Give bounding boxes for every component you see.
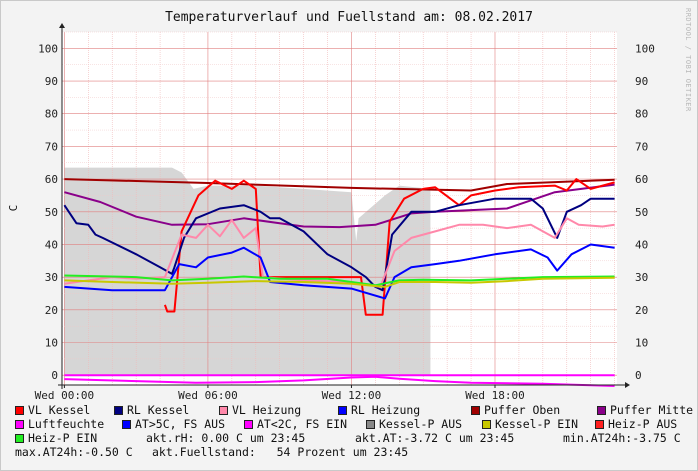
series-line: [63, 197, 615, 292]
swatch: [366, 419, 375, 429]
series-line: [64, 243, 615, 300]
series-line: [64, 178, 615, 192]
legend-item: AT<2C, FS EIN: [244, 417, 366, 431]
legend-label: AT>5C, FS AUS: [135, 417, 226, 431]
legend-item: Kessel-P AUS: [366, 417, 482, 431]
x-tick-label: Wed 00:00: [35, 389, 95, 400]
x-tick-label: Wed 12:00: [322, 389, 382, 400]
legend-item: Heiz-P EIN: [15, 431, 146, 445]
legend-label: RL Heizung: [351, 403, 421, 417]
max-at-text: max.AT24h:-0.50 C: [15, 445, 133, 459]
swatch: [15, 433, 24, 443]
y-tick-label: 100: [38, 42, 58, 55]
legend-label: VL Heizung: [232, 403, 302, 417]
y-tick-label: 90: [45, 75, 58, 88]
legend-row-3: Heiz-P EIN akt.rH: 0.00 C um 23:45 akt.A…: [15, 431, 695, 445]
swatch: [114, 405, 123, 415]
y-tick-label-right: 70: [635, 140, 648, 153]
y-tick-label-right: 60: [635, 173, 648, 186]
swatch: [122, 419, 131, 429]
y-tick-label: 60: [45, 173, 58, 186]
series-line: [64, 276, 615, 288]
series-line: [64, 217, 615, 288]
legend-item: Puffer Oben: [471, 403, 597, 417]
x-axis-arrow: [625, 382, 630, 388]
legend-label: Luftfeuchte: [28, 417, 105, 431]
fuellstand-text: akt.Fuellstand: 54 Prozent um 23:45: [152, 445, 409, 459]
legend-item: Luftfeuchte: [15, 417, 122, 431]
watermark: RRDTOOL / TOBI OETIKER: [684, 8, 692, 112]
legend-label: Kessel-P EIN: [495, 417, 579, 431]
y-tick-label-right: 10: [635, 337, 648, 350]
swatch: [15, 405, 24, 415]
min-at-text: min.AT24h:-3.75 C: [563, 431, 681, 445]
series-line: [64, 375, 615, 387]
y-tick-label: 20: [45, 304, 58, 317]
x-tick-label: Wed 06:00: [178, 389, 238, 400]
y-tick-label-right: 90: [635, 75, 648, 88]
legend-item: VL Heizung: [219, 403, 338, 417]
y-tick-label: 70: [45, 140, 58, 153]
swatch: [15, 419, 24, 429]
y-tick-label-right: 40: [635, 238, 648, 251]
y-tick-label: 10: [45, 337, 58, 350]
y-tick-label: 30: [45, 271, 58, 284]
legend-item: VL Kessel: [15, 403, 114, 417]
legend-label: Heiz-P EIN: [28, 431, 98, 445]
temperature-chart: 0 0 10 10 20 20 30 30 40 40 50 50 60 60 70 70 80 80 90 90 10…: [7, 10, 655, 400]
swatch: [338, 405, 347, 415]
legend-item: AT>5C, FS AUS: [122, 417, 244, 431]
y-tick-label: 0: [51, 369, 58, 382]
legend-label: AT<2C, FS EIN: [257, 417, 348, 431]
akt-rh-text: akt.rH: 0.00 C um 23:45: [146, 431, 306, 445]
y-tick-label-right: 50: [635, 206, 648, 219]
legend-row-1: VL Kessel RL Kessel VL Heizung RL Heizun…: [15, 403, 695, 417]
legend-item: Heiz-P AUS: [595, 417, 677, 431]
swatch: [471, 405, 480, 415]
legend-row-2: Luftfeuchte AT>5C, FS AUS AT<2C, FS EIN …: [15, 417, 695, 431]
legend-item: Kessel-P EIN: [482, 417, 595, 431]
legend-label: Puffer Mitte: [610, 403, 694, 417]
y-tick-label-right: 20: [635, 304, 648, 317]
y-tick-label: 50: [45, 206, 58, 219]
x-tick-label: Wed 18:00: [465, 389, 525, 400]
fill-area-kessel-p-aus: [64, 167, 431, 376]
legend: VL Kessel RL Kessel VL Heizung RL Heizun…: [15, 403, 695, 459]
y-tick-label: 40: [45, 238, 58, 251]
y-tick-label-right: 100: [635, 42, 655, 55]
legend-label: RL Kessel: [127, 403, 190, 417]
legend-item: RL Heizung: [338, 403, 471, 417]
swatch: [219, 405, 228, 415]
y-tick-label-right: 0: [635, 369, 642, 382]
legend-label: Kessel-P AUS: [379, 417, 463, 431]
swatch: [482, 419, 491, 429]
legend-label: Puffer Oben: [484, 403, 561, 417]
swatch: [597, 405, 606, 415]
legend-label: VL Kessel: [28, 403, 91, 417]
legend-item: Puffer Mitte: [597, 403, 693, 417]
legend-row-4: max.AT24h:-0.50 C akt.Fuellstand: 54 Pro…: [15, 445, 695, 459]
y-tick-label: 80: [45, 108, 58, 121]
series-line: [64, 274, 615, 287]
y-axis-arrow: [59, 23, 65, 28]
swatch: [595, 419, 604, 429]
legend-item: RL Kessel: [114, 403, 219, 417]
y-axis-label: C: [7, 205, 20, 212]
series-line: [64, 183, 615, 229]
chart-title: Temperaturverlauf und Fuellstand am: 08.…: [165, 10, 533, 25]
legend-label: Heiz-P AUS: [608, 417, 678, 431]
y-tick-label-right: 80: [635, 108, 648, 121]
y-tick-label-right: 30: [635, 271, 648, 284]
swatch: [244, 419, 253, 429]
akt-at-text: akt.AT:-3.72 C um 23:45: [355, 431, 515, 445]
